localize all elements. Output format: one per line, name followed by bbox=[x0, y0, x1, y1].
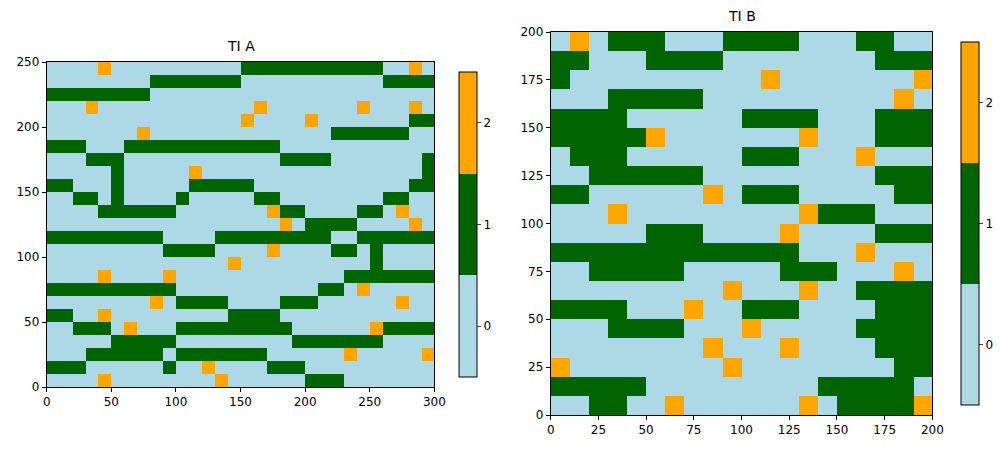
svg-text:250: 250 bbox=[358, 395, 381, 409]
svg-text:2: 2 bbox=[483, 116, 491, 130]
svg-text:175: 175 bbox=[873, 423, 896, 437]
svg-text:200: 200 bbox=[294, 395, 317, 409]
svg-text:75: 75 bbox=[686, 423, 701, 437]
svg-text:0: 0 bbox=[483, 319, 491, 333]
svg-text:200: 200 bbox=[921, 423, 944, 437]
svg-text:175: 175 bbox=[520, 73, 543, 87]
svg-text:TI B: TI B bbox=[728, 8, 756, 24]
svg-text:200: 200 bbox=[16, 120, 39, 134]
svg-text:0: 0 bbox=[547, 423, 555, 437]
svg-text:150: 150 bbox=[16, 185, 39, 199]
svg-text:0: 0 bbox=[536, 408, 544, 422]
svg-text:50: 50 bbox=[638, 423, 653, 437]
svg-text:TI A: TI A bbox=[227, 38, 255, 54]
svg-text:1: 1 bbox=[985, 217, 993, 231]
svg-text:100: 100 bbox=[520, 217, 543, 231]
svg-text:125: 125 bbox=[520, 169, 543, 183]
svg-text:50: 50 bbox=[528, 312, 543, 326]
svg-text:2: 2 bbox=[985, 96, 993, 110]
svg-text:150: 150 bbox=[826, 423, 849, 437]
svg-text:100: 100 bbox=[730, 423, 753, 437]
svg-text:100: 100 bbox=[164, 395, 187, 409]
svg-text:50: 50 bbox=[24, 315, 39, 329]
svg-text:0: 0 bbox=[43, 395, 51, 409]
svg-text:0: 0 bbox=[985, 338, 993, 352]
svg-text:250: 250 bbox=[16, 55, 39, 69]
svg-text:75: 75 bbox=[528, 265, 543, 279]
svg-text:200: 200 bbox=[520, 25, 543, 39]
svg-text:125: 125 bbox=[778, 423, 801, 437]
svg-text:25: 25 bbox=[528, 360, 543, 374]
svg-text:150: 150 bbox=[520, 121, 543, 135]
svg-text:1: 1 bbox=[483, 218, 491, 232]
svg-text:300: 300 bbox=[423, 395, 446, 409]
svg-text:100: 100 bbox=[16, 250, 39, 264]
svg-text:0: 0 bbox=[32, 380, 40, 394]
svg-text:50: 50 bbox=[104, 395, 119, 409]
svg-text:25: 25 bbox=[591, 423, 606, 437]
svg-text:150: 150 bbox=[229, 395, 252, 409]
